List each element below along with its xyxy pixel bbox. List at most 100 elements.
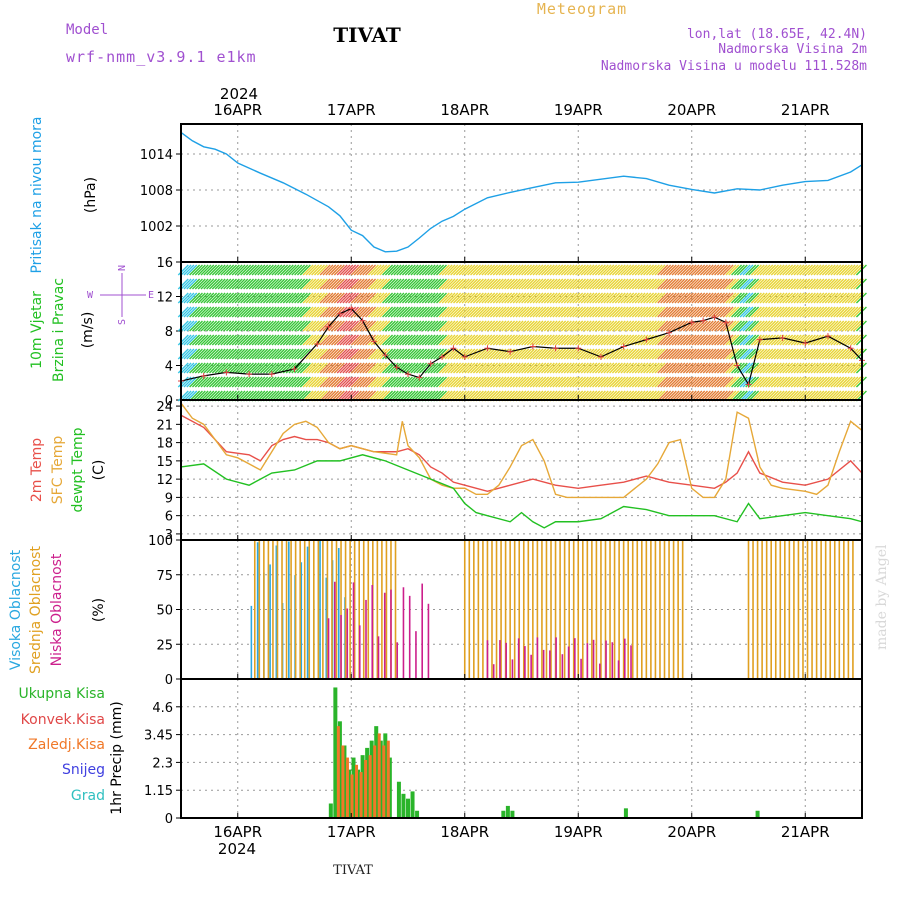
wind-barb: [631, 362, 643, 374]
top-date-labels: 16APR 17APR 18APR 19APR 20APR 21APR: [213, 101, 829, 119]
wind-barb: [177, 348, 189, 360]
wind-barb: [506, 362, 518, 374]
wind-gust-marker: [711, 314, 718, 321]
wind-barb: [373, 348, 385, 360]
wind-barb: [367, 306, 379, 318]
wind-barb: [257, 306, 269, 318]
wind-barb: [495, 334, 507, 346]
wind-barb: [807, 264, 819, 276]
wind-barb: [228, 278, 240, 290]
wind-barb: [521, 348, 533, 360]
wind-barb: [285, 362, 297, 374]
wind-barb: [671, 278, 683, 290]
wind-barb: [271, 278, 283, 290]
wind-barb: [838, 320, 850, 332]
wind-barb: [279, 264, 291, 276]
wind-barb: [518, 264, 530, 276]
wind-barb: [745, 264, 757, 276]
wind-barb: [745, 376, 757, 388]
wind-barb: [532, 306, 544, 318]
wind-barb: [512, 348, 524, 360]
wind-barb: [742, 292, 754, 304]
wind-barb: [350, 376, 362, 388]
wind-barb: [342, 348, 354, 360]
wind-barb: [736, 278, 748, 290]
wind-barb: [586, 376, 598, 388]
wind-barb: [367, 320, 379, 332]
wind-barb: [467, 278, 479, 290]
wind-barb: [285, 264, 297, 276]
wind-barb: [316, 306, 328, 318]
wind-barb: [526, 362, 538, 374]
wind-barb: [433, 306, 445, 318]
wind-barb: [277, 306, 289, 318]
wind-barb: [654, 278, 666, 290]
wind-barb: [756, 264, 768, 276]
wind-barb: [461, 334, 473, 346]
wind-barb: [362, 362, 374, 374]
wind-barb: [356, 292, 368, 304]
wind-barb: [592, 278, 604, 290]
wind-barb: [305, 334, 317, 346]
wind-barb: [401, 306, 413, 318]
wind-barb: [787, 306, 799, 318]
wind-barb: [487, 306, 499, 318]
wind-barb: [521, 306, 533, 318]
temp-ylabel-dewpt: dewpt Temp: [70, 427, 86, 512]
wind-barb: [237, 362, 249, 374]
wind-barb: [705, 292, 717, 304]
wind-barb: [586, 306, 598, 318]
wind-barb: [714, 306, 726, 318]
wind-barb: [762, 264, 774, 276]
wind-barb: [697, 306, 709, 318]
wind-barb: [773, 264, 785, 276]
wind-barb: [455, 292, 467, 304]
wind-barb: [654, 306, 666, 318]
wind-barb: [228, 376, 240, 388]
wind-barb: [191, 264, 203, 276]
wind-barb: [504, 292, 516, 304]
wind-barb: [359, 292, 371, 304]
wind-barb: [836, 306, 848, 318]
wind-barb: [685, 306, 697, 318]
precip-total-bar: [755, 810, 760, 818]
wind-barb: [342, 264, 354, 276]
wind-barb: [311, 348, 323, 360]
wind-barb: [756, 278, 768, 290]
wind-barb: [495, 278, 507, 290]
wind-barb: [736, 348, 748, 360]
wind-barb: [725, 376, 737, 388]
wind-barb: [566, 362, 578, 374]
wind-barb: [319, 348, 331, 360]
wind-barb: [217, 362, 229, 374]
wind-barb: [245, 362, 257, 374]
wind-barb: [731, 278, 743, 290]
wind-barb: [331, 264, 342, 276]
wind-barb: [356, 278, 368, 290]
wind-barb: [461, 292, 473, 304]
wind-barb: [753, 278, 765, 290]
wind-barb: [796, 348, 808, 360]
wind-barb: [274, 278, 286, 290]
wind-barb: [197, 278, 209, 290]
wind-barb: [203, 306, 215, 318]
wind-barb: [810, 362, 822, 374]
wind-barb: [719, 376, 731, 388]
wind-barb: [529, 376, 541, 388]
wind-barb: [262, 278, 274, 290]
wind-barb: [699, 320, 711, 332]
wind-barb: [413, 292, 425, 304]
wind-barb: [637, 278, 649, 290]
wind-barb: [515, 292, 527, 304]
wind-gust-marker: [552, 345, 559, 352]
wind-barb: [311, 376, 323, 388]
wind-barb: [748, 376, 760, 388]
wind-barb: [535, 306, 547, 318]
wind-barb: [291, 264, 303, 276]
top-year-label: 2024: [220, 85, 258, 103]
wind-barb: [288, 278, 300, 290]
wind-barb: [634, 320, 646, 332]
wind-barb: [850, 306, 862, 318]
wind-barb: [441, 264, 453, 276]
wind-barb: [217, 306, 229, 318]
